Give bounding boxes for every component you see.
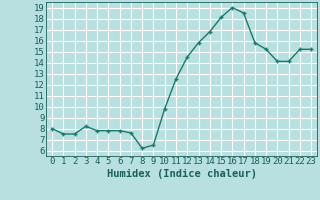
X-axis label: Humidex (Indice chaleur): Humidex (Indice chaleur) <box>107 169 257 179</box>
